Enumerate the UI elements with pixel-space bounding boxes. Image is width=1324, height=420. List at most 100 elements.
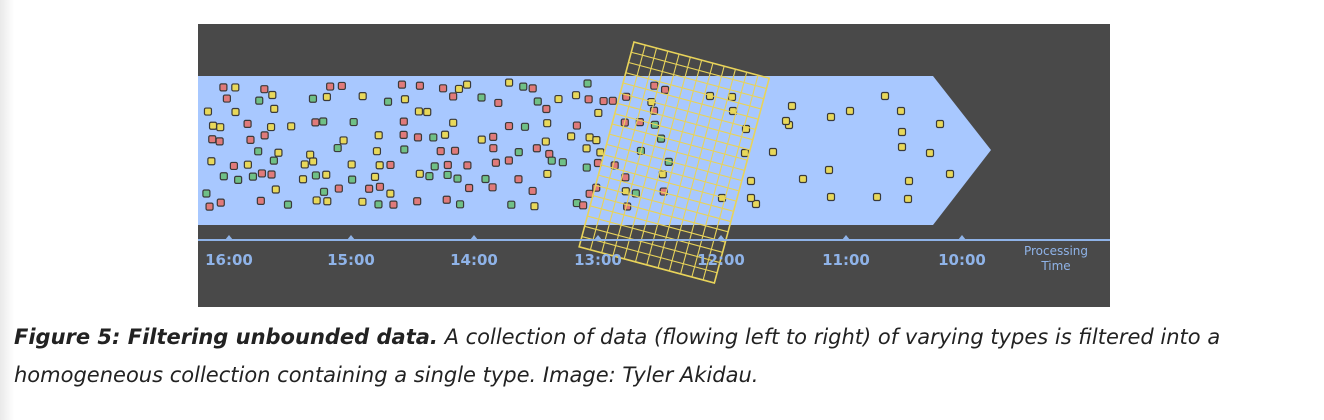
data-item [309,157,318,166]
data-item [436,147,445,156]
data-item [399,130,408,140]
data-item [746,176,756,186]
data-item [579,201,588,210]
data-item [571,91,581,100]
data-item [504,78,514,87]
data-item [319,187,329,196]
data-item [414,107,424,116]
data-item [386,189,395,198]
data-item [450,146,460,155]
data-item [322,92,331,102]
data-item [219,172,228,181]
data-item [594,108,603,118]
data-item [798,174,808,184]
data-item [592,136,601,145]
data-item [323,197,332,206]
data-item [727,92,737,102]
data-item [383,97,393,106]
data-item [596,148,605,157]
data-item [222,94,231,103]
data-item [481,174,490,184]
data-item [208,121,218,130]
data-item [880,91,890,101]
data-item [260,131,269,140]
data-item [567,132,576,141]
data-item [231,83,240,92]
data-item [489,132,498,141]
data-item [650,81,659,90]
data-item [787,101,797,111]
data-item [231,107,240,117]
data-item [374,131,383,140]
data-item [311,171,321,180]
data-item [443,170,452,180]
data-item [339,136,348,145]
page-edge-shade [0,0,14,420]
data-item [494,98,503,108]
data-item [269,156,278,165]
data-item [257,169,267,178]
data-item [547,156,556,165]
data-item [872,192,882,202]
tick-mark [958,235,966,240]
data-item [520,122,530,131]
data-item [528,84,537,93]
data-item [430,162,439,171]
tick-mark [347,235,355,240]
data-item [348,175,357,184]
data-item [207,157,216,166]
caption-title: Figure 5: Filtering unbounded data. [14,325,438,349]
data-item [216,198,225,207]
tick-label: 15:00 [327,251,375,269]
data-item [319,117,328,126]
data-item [326,82,335,91]
tick-label: 13:00 [574,251,622,269]
data-item [415,81,425,90]
data-item [925,148,935,158]
data-item [333,143,342,153]
data-item [415,169,424,178]
data-item [375,182,385,191]
data-item [438,84,448,93]
tick-mark [594,235,602,240]
data-item [462,80,472,89]
tick-mark [842,235,850,240]
tick-mark [717,235,725,240]
tick-label: 10:00 [938,251,986,269]
caption-text: A collection of data (flowing left to ri… [14,325,1221,387]
data-item [365,184,374,193]
data-item [400,95,410,104]
filter-figure: 16:00 15:00 14:00 13:00 12:00 11:00 10:00 Proc… [198,24,1110,307]
data-item [514,147,523,157]
data-item [322,170,331,179]
data-item [491,158,501,167]
data-item [488,183,497,192]
data-item [454,84,464,94]
tick-label: 14:00 [450,251,498,269]
figure-caption: Figure 5: Filtering unbounded data. A co… [14,318,1304,394]
data-item [266,122,276,132]
data-item [372,147,382,156]
data-item [477,135,486,144]
data-item [751,199,761,209]
data-item [507,200,516,209]
data-item [255,96,264,105]
data-item [541,137,550,146]
data-item [216,123,225,132]
data-item [215,137,224,146]
data-item [532,144,541,153]
data-item [243,160,252,169]
data-item [386,160,395,170]
data-item [308,94,318,103]
data-item [585,133,594,142]
data-item [229,161,238,171]
filter-grid [578,41,771,284]
data-item [311,118,320,127]
data-item [582,144,591,153]
data-item [554,94,563,104]
data-item [254,147,263,156]
data-item [768,147,778,157]
data-stream-arrow [198,76,991,225]
data-item [530,202,539,211]
data-item [389,200,398,209]
